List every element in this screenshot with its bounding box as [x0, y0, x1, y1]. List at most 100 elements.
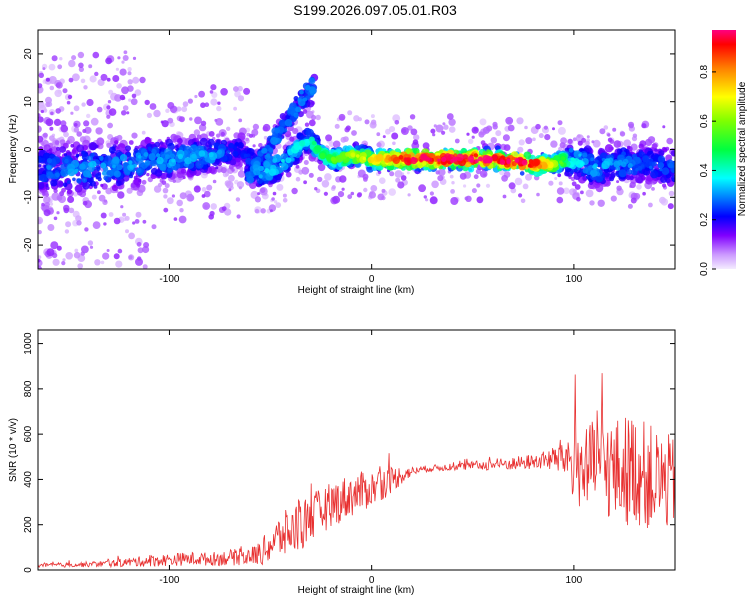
spectrogram-cell: [350, 152, 356, 158]
spectrogram-cell: [54, 89, 62, 98]
spectrogram-cell: [167, 117, 174, 124]
spectrogram-cell: [117, 248, 123, 254]
spectrogram-cell: [621, 161, 627, 168]
spectrogram-cell: [559, 160, 563, 164]
spectrogram-cell: [275, 202, 282, 209]
spectrogram-cell: [128, 98, 132, 102]
spectrogram-cell: [122, 55, 129, 61]
spectrogram-cell: [377, 193, 385, 201]
spectrogram-cell: [179, 208, 184, 213]
spectrogram-cell: [117, 56, 121, 60]
spectrogram-cell: [501, 174, 508, 182]
spectrogram-cell: [623, 166, 629, 171]
spectrogram-cell: [153, 109, 161, 118]
colorbar-ticks: 0.0 0.2 0.4 0.6 0.8: [699, 64, 716, 276]
spectrogram-cell: [45, 118, 54, 127]
spectrogram-cell: [580, 190, 584, 195]
spectrogram-cell: [657, 155, 666, 163]
spectrogram-cell: [61, 187, 66, 193]
spectrogram-cell: [471, 135, 475, 139]
spectrogram-cell: [254, 196, 261, 203]
spectrogram-cell: [269, 209, 273, 213]
spectrogram-cell: [72, 149, 77, 154]
spectrogram-cell: [559, 142, 566, 149]
spectrogram-cell: [638, 151, 645, 158]
spectrogram-cell: [43, 209, 51, 217]
spectrogram-cell: [193, 185, 201, 193]
spectrogram-cell: [100, 212, 107, 219]
spectrogram-cell: [87, 155, 94, 162]
spectrogram-cell: [151, 148, 157, 155]
spectrogram-cell: [106, 77, 111, 82]
spectrogram-cell: [95, 127, 103, 135]
spectrogram-cell: [449, 174, 454, 179]
spectrogram-cell: [627, 163, 633, 169]
spectrogram-cell: [618, 169, 627, 178]
spectrogram-cell: [228, 164, 234, 170]
spectrogram-cell: [125, 145, 131, 152]
spectrogram-cell: [201, 194, 206, 198]
spectrogram-cell: [59, 57, 63, 61]
spectrogram-cell: [538, 133, 544, 139]
spectrogram-cell: [511, 156, 516, 160]
spectrogram-cell: [368, 191, 376, 199]
spectrogram-cell: [159, 141, 164, 145]
spectrogram-cell: [89, 182, 93, 186]
spectrogram-cell: [477, 156, 483, 162]
spectrogram-cell: [425, 166, 429, 171]
spectrogram-cell: [517, 146, 524, 153]
spectrogram-cell: [108, 146, 116, 154]
spectrogram-cell: [172, 179, 176, 183]
spectrogram-cell: [237, 95, 245, 102]
spectrogram-cell: [144, 137, 152, 145]
spectrogram-cell: [619, 131, 626, 137]
spectrogram-cell: [570, 170, 574, 175]
spectrogram-cell: [238, 118, 243, 123]
spectrogram-cell: [57, 64, 63, 70]
spectrogram-cell: [263, 135, 268, 140]
spectrogram-cell: [82, 200, 88, 206]
spectrogram-cell: [56, 211, 60, 215]
spectrogram-cell: [87, 176, 94, 184]
spectrogram-cell: [659, 168, 663, 172]
spectrogram-cell: [163, 148, 173, 157]
spectrogram-cell: [114, 94, 122, 102]
spectrogram-cell: [210, 84, 217, 91]
spectrogram-cell: [53, 118, 62, 126]
spectrogram-cell: [229, 158, 237, 166]
spectrogram-cell: [590, 157, 594, 162]
spectrogram-cell: [182, 175, 186, 180]
spectrogram-cell: [391, 132, 399, 140]
spectrogram-heatmap: [38, 50, 675, 269]
spectrogram-cell: [212, 179, 217, 184]
spectrogram-cell: [216, 133, 221, 138]
spectrogram-cell: [38, 135, 44, 143]
spectrogram-cell: [425, 198, 429, 202]
spectrogram-cell: [557, 120, 563, 126]
spectrogram-cell: [167, 102, 175, 109]
spectrogram-cell: [293, 96, 299, 101]
spectrogram-cell: [119, 68, 127, 76]
y-tick-label: -20: [23, 237, 34, 252]
spectrogram-cell: [162, 187, 169, 194]
spectrogram-cell: [46, 158, 53, 164]
spectrogram-cell: [134, 219, 140, 224]
spectrogram-cell: [325, 134, 333, 142]
spectrogram-cell: [651, 187, 655, 191]
spectrogram-cell: [64, 229, 70, 234]
spectrogram-cell: [418, 184, 426, 193]
chart-title: S199.2026.097.05.01.R03: [293, 2, 457, 18]
spectrogram-cell: [525, 137, 533, 145]
spectrogram-cell: [246, 176, 255, 184]
spectrogram-cell: [228, 142, 235, 149]
spectrogram-cell: [272, 191, 277, 196]
spectrogram-cell: [47, 224, 55, 231]
spectrogram-cell: [135, 257, 143, 266]
spectrogram-cell: [210, 203, 217, 210]
spectrogram-cell: [150, 167, 158, 175]
spectrogram-cell: [492, 154, 498, 160]
spectrogram-cell: [146, 172, 150, 177]
spectrogram-cell: [467, 155, 475, 163]
spectrogram-cell: [478, 131, 485, 138]
spectrogram-cell: [564, 147, 570, 153]
